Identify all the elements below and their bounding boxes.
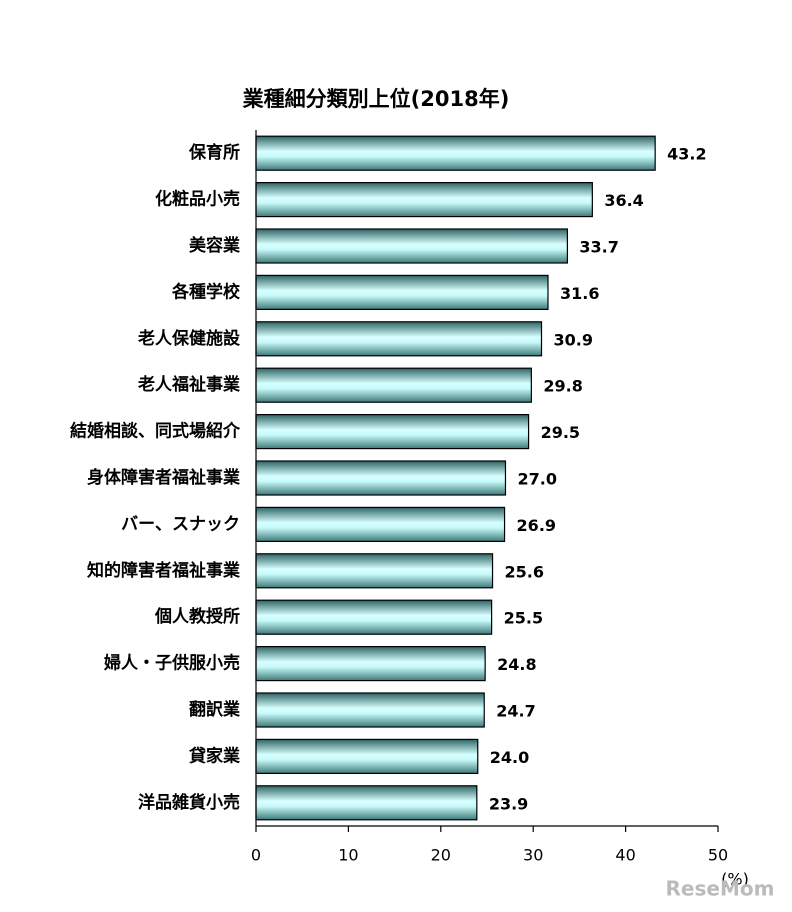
value-label: 29.5 [541, 423, 580, 442]
value-label: 36.4 [604, 191, 643, 210]
x-tick-label: 20 [431, 846, 451, 865]
category-label: 化粧品小売 [155, 189, 240, 210]
bar [255, 321, 543, 357]
value-label: 25.5 [504, 609, 543, 628]
category-label: 保育所 [188, 142, 240, 163]
chart-title: 業種細分類別上位(2018年) [243, 87, 510, 111]
x-tick-label: 40 [615, 846, 635, 865]
bar [255, 506, 506, 542]
x-tick-label: 0 [251, 846, 261, 865]
bar [255, 182, 593, 218]
value-label: 26.9 [517, 516, 556, 535]
category-label: 各種学校 [171, 281, 241, 302]
bar [255, 414, 530, 450]
value-label: 25.6 [505, 562, 544, 581]
value-label: 31.6 [560, 284, 599, 303]
category-label: 老人福祉事業 [137, 374, 240, 395]
category-label: 身体障害者福祉事業 [87, 467, 240, 488]
value-label: 33.7 [579, 238, 618, 257]
value-label: 27.0 [517, 470, 556, 489]
bar [255, 460, 507, 496]
category-label: 翻訳業 [189, 699, 240, 720]
category-label: 老人保健施設 [137, 328, 241, 349]
value-label: 30.9 [554, 330, 593, 349]
category-label: 美容業 [189, 235, 240, 256]
watermark: ReseMom [666, 877, 775, 901]
category-label: 結婚相談、同式場紹介 [70, 421, 241, 442]
value-label: 29.8 [543, 377, 582, 396]
x-tick-label: 10 [338, 846, 358, 865]
category-label: 知的障害者福祉事業 [86, 560, 240, 581]
bar [255, 692, 485, 728]
category-label: 婦人・子供服小売 [103, 653, 240, 674]
x-tick-label: 50 [708, 846, 728, 865]
value-label: 24.8 [497, 655, 536, 674]
x-unit: (%) [721, 870, 749, 889]
category-label: 貸家業 [188, 745, 240, 766]
value-label: 23.9 [489, 794, 528, 813]
bar [255, 553, 494, 589]
value-label: 24.0 [490, 748, 529, 767]
value-label: 43.2 [667, 145, 706, 164]
category-label: バー、スナック [121, 514, 240, 534]
bar [255, 645, 486, 682]
bar [255, 785, 478, 821]
x-tick-label: 30 [523, 846, 543, 865]
category-label: 個人教授所 [154, 606, 240, 627]
value-label: 24.7 [496, 702, 535, 721]
bar [255, 599, 493, 635]
bar [255, 228, 568, 264]
bar [255, 738, 479, 775]
bar [255, 367, 532, 403]
bar [255, 274, 549, 310]
category-label: 洋品雑貨小売 [138, 792, 240, 813]
bar [255, 135, 656, 171]
